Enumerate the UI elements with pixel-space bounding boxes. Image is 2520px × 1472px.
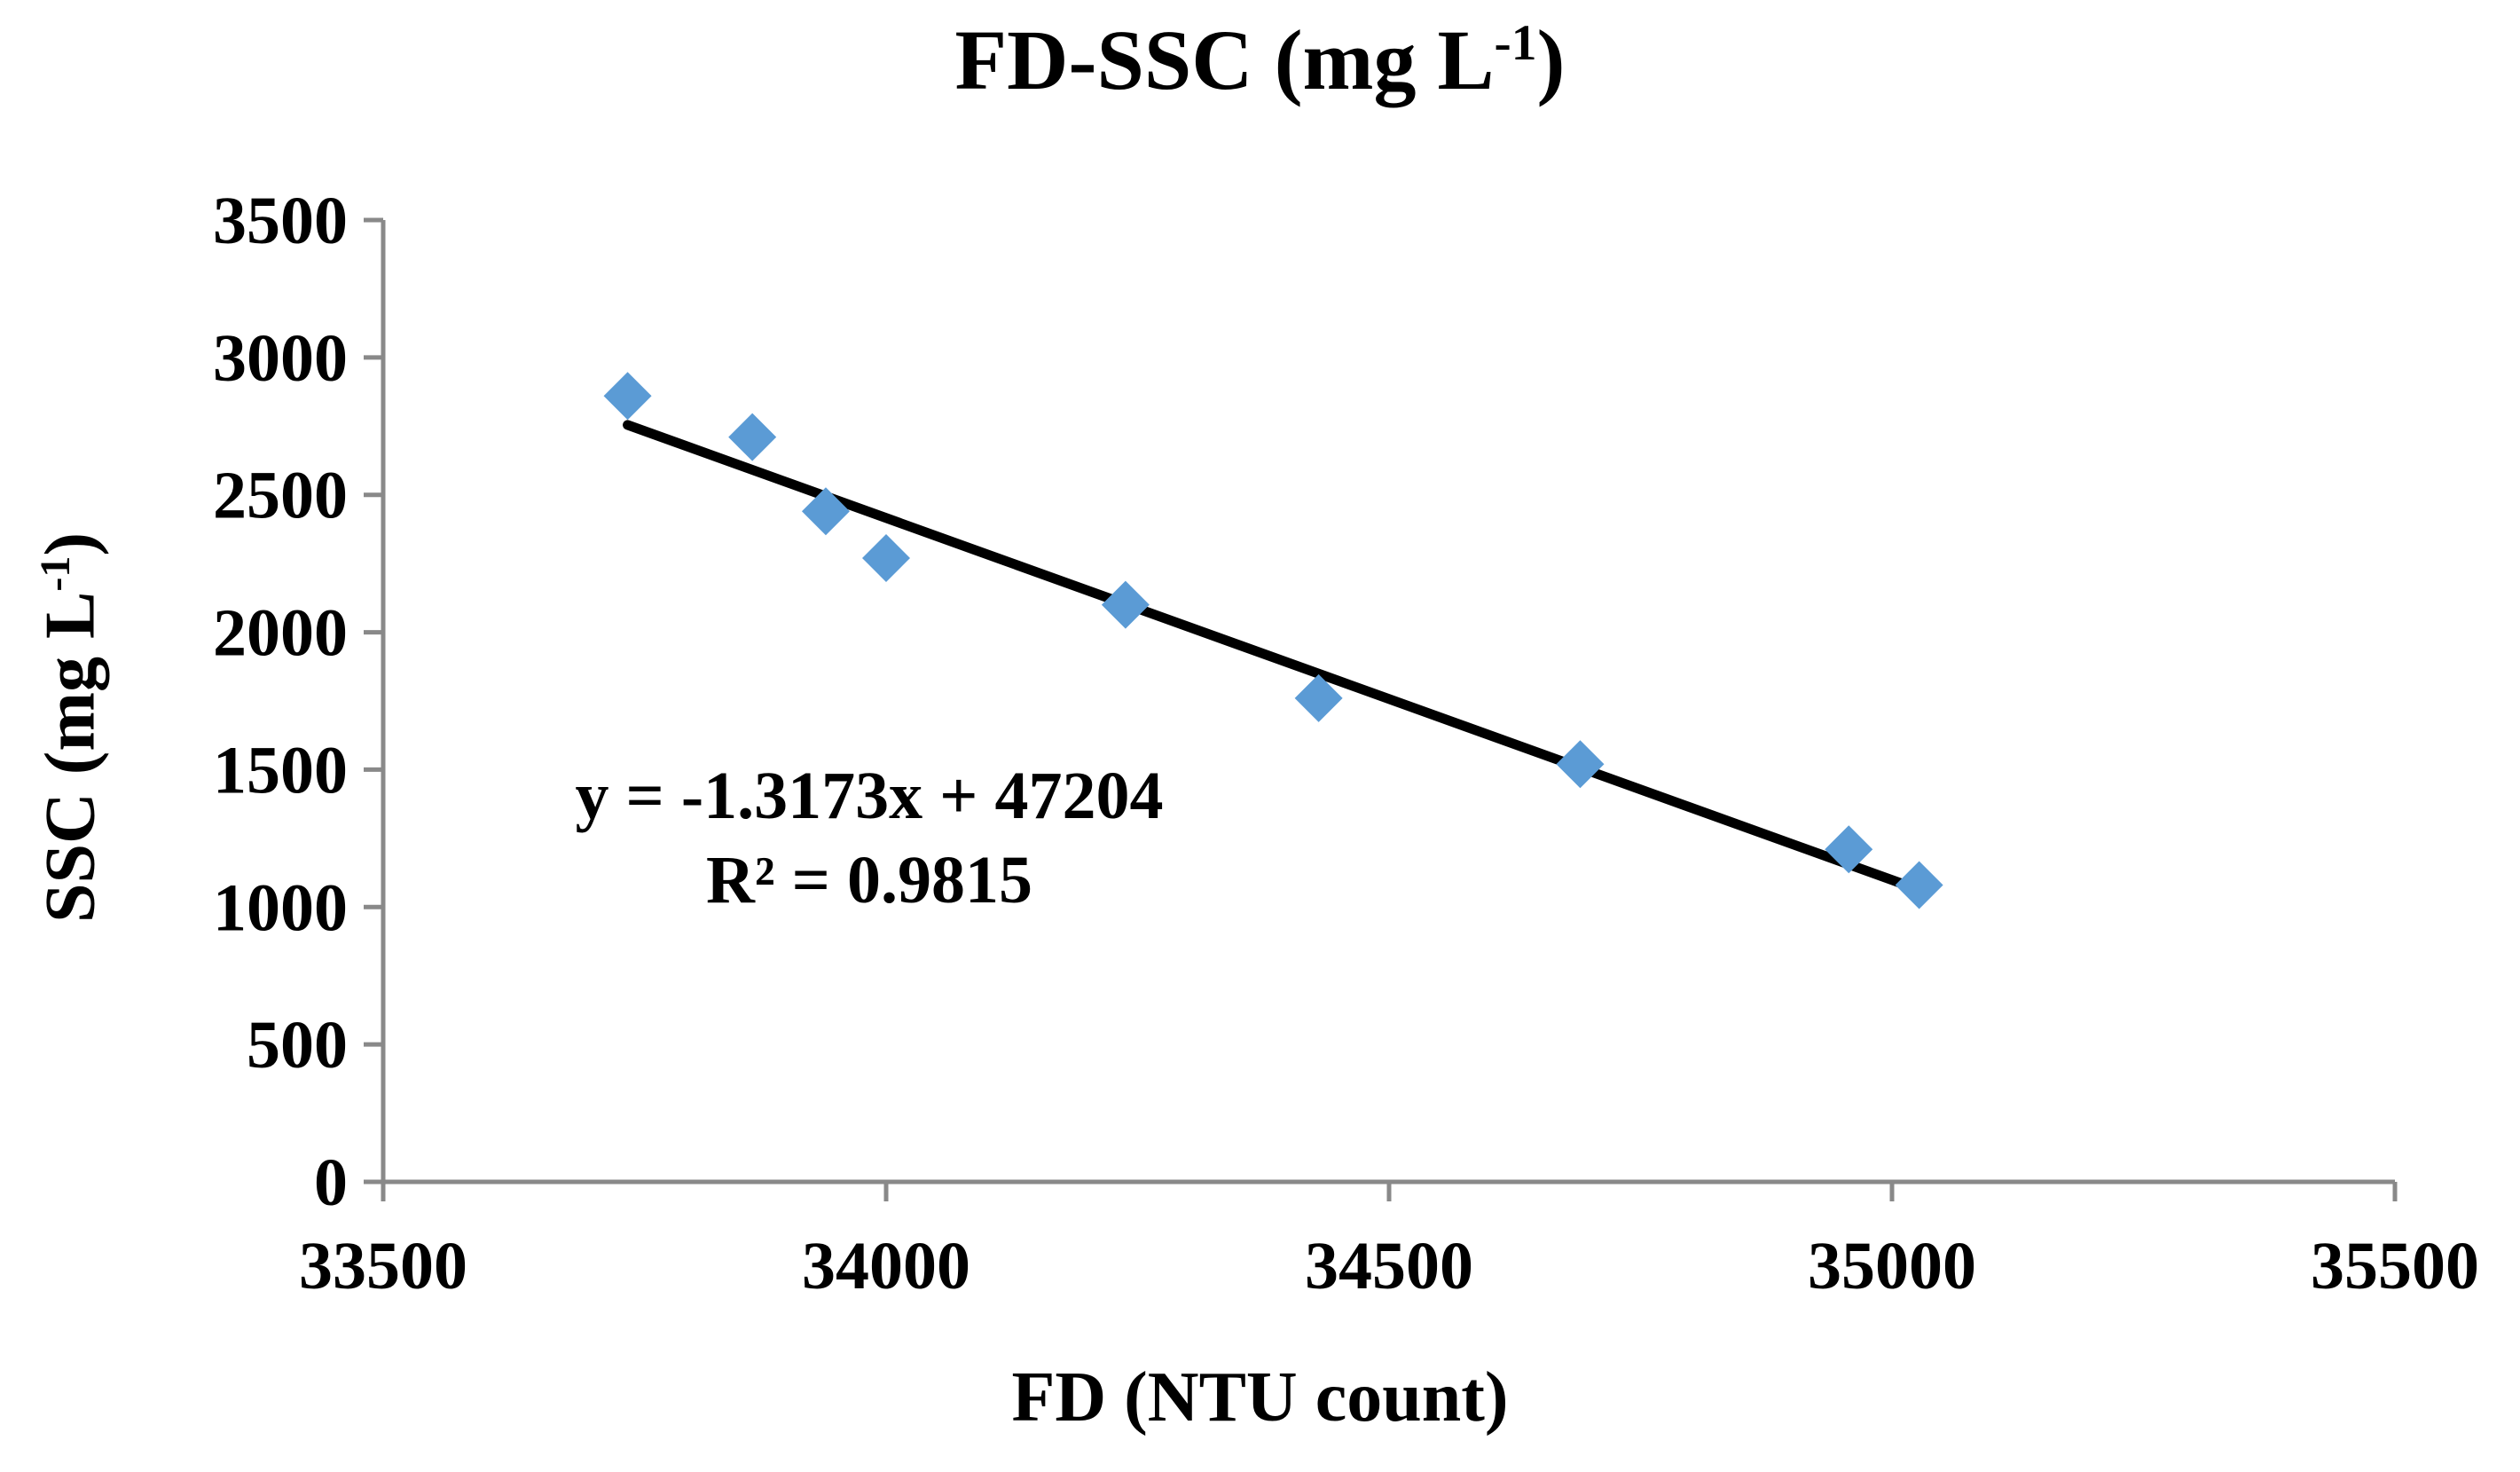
chart-title: FD-SSC (mg L-1) <box>954 12 1566 107</box>
y-tick-label: 1500 <box>213 733 348 807</box>
y-tick-label: 2500 <box>213 459 348 533</box>
trendline-equation: y = -1.3173x + 47204 R² = 0.9815 <box>479 754 1260 923</box>
data-point <box>1294 673 1343 722</box>
y-tick-label: 1000 <box>213 870 348 945</box>
y-axis-label: SSC (mg L-1) <box>31 531 110 924</box>
data-point <box>801 487 850 536</box>
data-point <box>1825 825 1873 874</box>
y-tick-label: 3000 <box>213 321 348 396</box>
data-point <box>728 413 777 461</box>
data-point <box>1556 740 1605 789</box>
r-squared-text: R² = 0.9815 <box>706 843 1032 917</box>
y-tick-label: 0 <box>314 1145 348 1220</box>
x-tick-label: 34000 <box>802 1229 970 1303</box>
x-axis-label: FD (NTU count) <box>1011 1358 1509 1437</box>
y-tick-label: 2000 <box>213 596 348 671</box>
x-tick-label: 35500 <box>2311 1229 2479 1303</box>
data-point <box>603 372 652 421</box>
y-tick-label: 500 <box>247 1008 348 1082</box>
data-point <box>1101 580 1150 629</box>
x-tick-label: 33500 <box>299 1229 467 1303</box>
trendline <box>623 420 1925 895</box>
x-ticks: 33500 34000 34500 35000 35500 <box>299 1182 2479 1303</box>
data-point <box>862 533 910 582</box>
x-tick-label: 35000 <box>1808 1229 1976 1303</box>
y-tick-label: 3500 <box>213 184 348 258</box>
x-tick-label: 34500 <box>1305 1229 1473 1303</box>
trendline-group <box>623 420 1925 895</box>
y-ticks: 0 500 1000 1500 2000 2500 3000 3500 <box>213 184 383 1220</box>
equation-text: y = -1.3173x + 47204 <box>575 759 1164 833</box>
data-point <box>1895 861 1943 909</box>
data-points <box>603 372 1943 909</box>
